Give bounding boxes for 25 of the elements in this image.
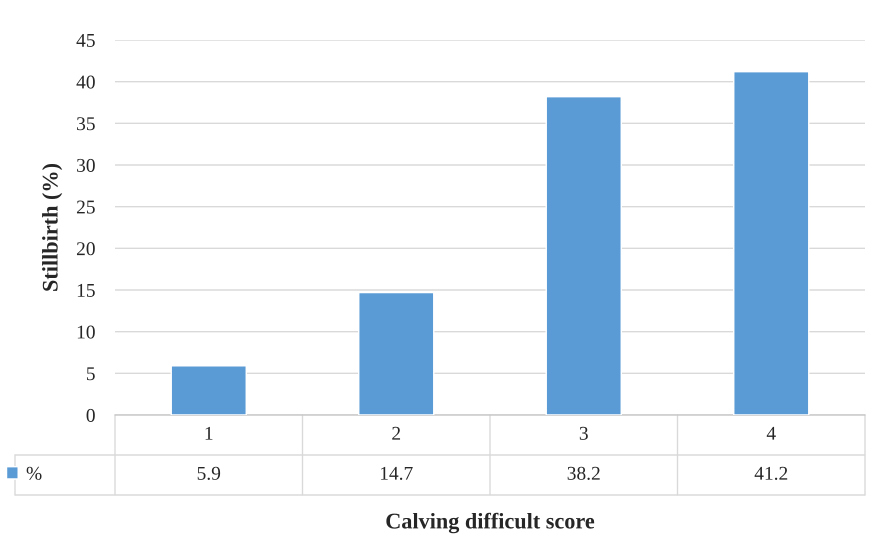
x-tick-label: 1 — [206, 426, 212, 440]
bar — [170, 365, 247, 415]
bar — [546, 96, 622, 415]
y-axis-title: Stillbirth (%) — [42, 164, 62, 291]
y-tick-label: 5 — [86, 367, 95, 380]
data-label: 5.9 — [198, 466, 220, 480]
bar — [358, 292, 434, 415]
y-tick-label: 35 — [77, 117, 95, 130]
data-label: 38.2 — [568, 466, 600, 480]
x-tick-label: 3 — [580, 426, 588, 440]
y-tick-label: 20 — [76, 242, 95, 256]
y-tick-label: 25 — [76, 200, 95, 214]
y-tick-label: 15 — [78, 284, 95, 297]
legend-label: % — [26, 466, 42, 480]
y-tick-label: 45 — [76, 34, 95, 47]
y-tick-label: 30 — [77, 158, 95, 172]
y-tick-label: 0 — [86, 408, 95, 422]
data-label: 14.7 — [380, 466, 413, 480]
bar — [733, 70, 810, 415]
x-axis-title: Calving difficult score — [386, 512, 594, 534]
y-tick-label: 40 — [76, 75, 95, 89]
y-tick-label: 10 — [78, 325, 95, 339]
x-tick-label: 4 — [766, 426, 776, 440]
x-tick-label: 2 — [392, 426, 400, 440]
data-label: 41.2 — [754, 466, 788, 480]
